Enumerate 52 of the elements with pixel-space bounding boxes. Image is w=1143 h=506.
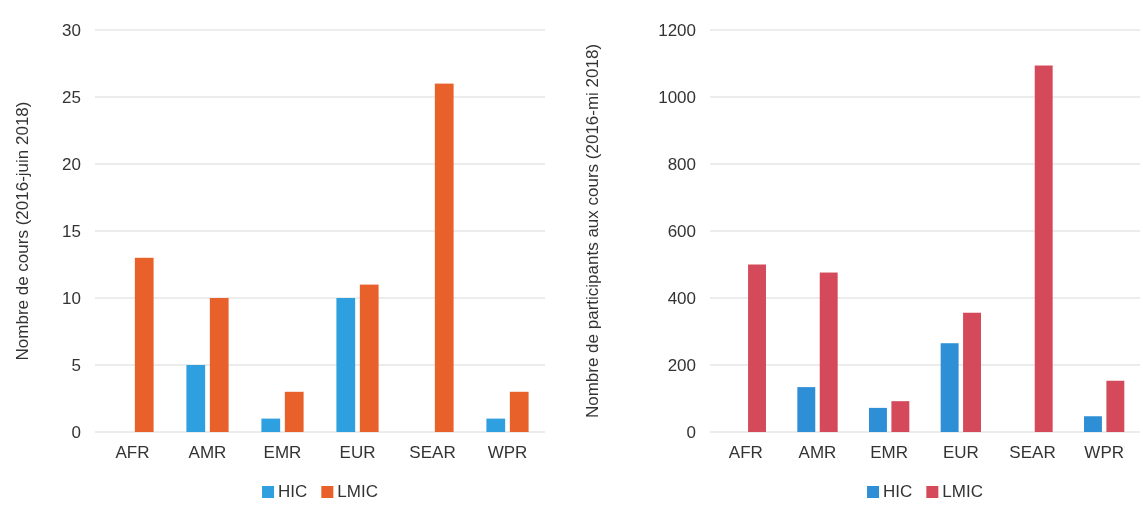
bar [1106, 380, 1125, 432]
y-tick-label: 1200 [658, 20, 696, 40]
y-tick-label: 30 [62, 20, 81, 40]
legend-label: LMIC [337, 482, 378, 501]
bar [434, 83, 454, 432]
x-tick-label: WPR [1084, 443, 1124, 463]
bar [1034, 65, 1053, 432]
bar [748, 264, 766, 432]
x-tick-label: EUR [339, 443, 376, 463]
bar [797, 387, 816, 432]
legend-label: LMIC [942, 482, 983, 501]
legend-label: HIC [883, 482, 913, 501]
y-tick-label: 15 [62, 221, 81, 241]
bar [509, 391, 529, 432]
y-tick-label: 200 [667, 355, 696, 375]
bar [1084, 416, 1102, 432]
bar [359, 284, 379, 432]
y-axis-title: Nombre de participants aux cours (2016-mi 2018) [583, 43, 602, 419]
bar [819, 272, 838, 432]
bar [891, 401, 910, 432]
bar [486, 418, 506, 432]
x-tick-label: EMR [870, 443, 909, 463]
y-tick-label: 800 [667, 154, 696, 174]
y-tick-label: 10 [62, 288, 81, 308]
bar [940, 343, 959, 432]
x-tick-label: WPR [487, 443, 528, 463]
bar [869, 407, 887, 432]
legend-label: HIC [278, 482, 308, 501]
y-tick-label: 1000 [658, 87, 696, 107]
bar [284, 391, 304, 432]
x-tick-label: SEAR [409, 443, 456, 463]
y-tick-label: 25 [62, 87, 81, 107]
y-tick-label: 400 [667, 288, 696, 308]
y-tick-label: 0 [71, 422, 81, 442]
x-tick-label: AMR [798, 443, 837, 463]
y-axis-title: Nombre de cours (2016-juin 2018) [13, 101, 32, 361]
bar [336, 298, 356, 432]
x-tick-label: EUR [942, 443, 979, 463]
y-tick-label: 5 [71, 355, 81, 375]
bar [186, 365, 206, 432]
x-tick-label: AFR [115, 443, 150, 463]
y-tick-label: 0 [686, 422, 696, 442]
bar [209, 298, 229, 432]
bar [134, 257, 154, 432]
x-tick-label: AFR [728, 443, 763, 463]
x-tick-label: AMR [188, 443, 227, 463]
x-tick-label: SEAR [1009, 443, 1056, 463]
bar [963, 312, 981, 432]
y-tick-label: 600 [667, 221, 696, 241]
bar [261, 418, 281, 432]
x-tick-label: EMR [263, 443, 302, 463]
y-tick-label: 20 [62, 154, 81, 174]
